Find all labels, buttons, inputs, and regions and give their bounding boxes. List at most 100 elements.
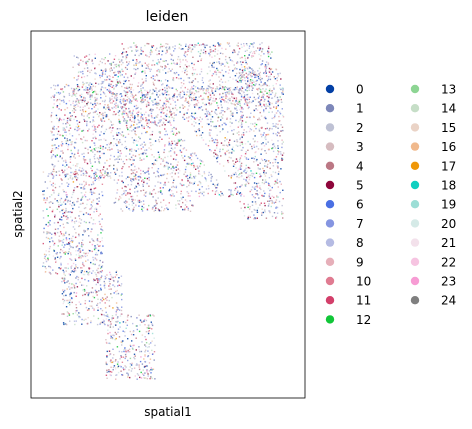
- scatter-point: [139, 61, 141, 63]
- scatter-point: [73, 104, 75, 107]
- scatter-point: [169, 97, 171, 99]
- scatter-point: [199, 116, 201, 119]
- scatter-point: [87, 148, 89, 151]
- scatter-point: [121, 210, 124, 212]
- scatter-point: [83, 89, 85, 91]
- scatter-point: [245, 179, 247, 181]
- scatter-point: [269, 199, 272, 202]
- scatter-point: [106, 168, 108, 170]
- scatter-point: [161, 108, 163, 111]
- scatter-point: [111, 277, 113, 279]
- scatter-point: [65, 126, 68, 128]
- scatter-point: [140, 173, 142, 175]
- scatter-point: [226, 107, 229, 109]
- scatter-point: [99, 223, 101, 225]
- scatter-point: [282, 212, 284, 215]
- scatter-point: [115, 85, 117, 88]
- scatter-point: [211, 90, 213, 92]
- scatter-point: [271, 117, 273, 120]
- scatter-point: [238, 81, 240, 83]
- scatter-point: [124, 357, 126, 360]
- scatter-point: [281, 213, 283, 215]
- scatter-point: [141, 159, 143, 161]
- scatter-point: [77, 163, 79, 165]
- scatter-point: [270, 90, 272, 92]
- scatter-point: [236, 109, 238, 111]
- scatter-point: [201, 132, 204, 134]
- scatter-point: [81, 267, 83, 269]
- scatter-point: [80, 192, 83, 194]
- scatter-point: [259, 187, 261, 189]
- scatter-point: [211, 50, 213, 53]
- scatter-point: [101, 309, 104, 312]
- scatter-point: [166, 109, 168, 112]
- scatter-point: [58, 108, 60, 110]
- scatter-point: [179, 61, 182, 63]
- scatter-point: [256, 145, 258, 148]
- scatter-point: [57, 245, 59, 247]
- scatter-point: [235, 144, 237, 146]
- scatter-point: [58, 119, 60, 121]
- scatter-point: [85, 181, 87, 183]
- scatter-point: [132, 89, 135, 91]
- scatter-point: [95, 137, 97, 140]
- scatter-point: [45, 260, 48, 263]
- scatter-point: [241, 79, 244, 81]
- scatter-point: [215, 190, 218, 192]
- scatter-point: [238, 121, 240, 123]
- scatter-point: [254, 197, 256, 199]
- scatter-point: [271, 201, 274, 203]
- scatter-point: [130, 86, 133, 89]
- scatter-point: [131, 50, 133, 52]
- scatter-point: [268, 105, 270, 107]
- scatter-point: [110, 336, 112, 338]
- scatter-point: [192, 67, 194, 69]
- scatter-point: [126, 76, 129, 79]
- scatter-point: [215, 73, 218, 76]
- scatter-point: [133, 119, 136, 121]
- scatter-point: [143, 94, 145, 96]
- scatter-point: [148, 68, 151, 70]
- scatter-point: [261, 63, 263, 65]
- legend-label-0: 0: [356, 83, 364, 97]
- scatter-point: [275, 107, 277, 110]
- scatter-point: [133, 127, 135, 129]
- scatter-point: [120, 341, 122, 343]
- scatter-point: [141, 83, 143, 86]
- scatter-point: [231, 96, 233, 98]
- scatter-point: [148, 147, 150, 149]
- scatter-point: [158, 50, 160, 52]
- scatter-point: [101, 218, 103, 220]
- scatter-point: [105, 171, 108, 174]
- scatter-point: [108, 78, 110, 80]
- scatter-point: [172, 79, 175, 81]
- scatter-point: [235, 107, 237, 110]
- scatter-point: [187, 48, 189, 50]
- scatter-point: [98, 63, 100, 66]
- scatter-point: [124, 87, 126, 89]
- scatter-point: [231, 122, 233, 124]
- scatter-point: [77, 99, 80, 101]
- scatter-point: [167, 63, 169, 65]
- scatter-point: [203, 49, 205, 51]
- scatter-point: [109, 285, 111, 288]
- scatter-point: [99, 157, 101, 159]
- scatter-point: [93, 158, 96, 160]
- scatter-point: [198, 129, 201, 132]
- scatter-point: [117, 285, 119, 287]
- scatter-point: [114, 360, 117, 362]
- scatter-point: [147, 375, 149, 377]
- scatter-point: [139, 360, 142, 363]
- scatter-point: [194, 44, 197, 46]
- scatter-point: [225, 55, 227, 58]
- scatter-point: [60, 119, 63, 121]
- scatter-point: [63, 301, 65, 303]
- scatter-point: [178, 132, 181, 134]
- scatter-point: [73, 146, 75, 148]
- scatter-point: [271, 111, 273, 113]
- scatter-point: [73, 269, 75, 271]
- scatter-point: [134, 44, 136, 47]
- scatter-point: [231, 152, 233, 154]
- scatter-point: [212, 44, 215, 47]
- scatter-point: [98, 193, 100, 195]
